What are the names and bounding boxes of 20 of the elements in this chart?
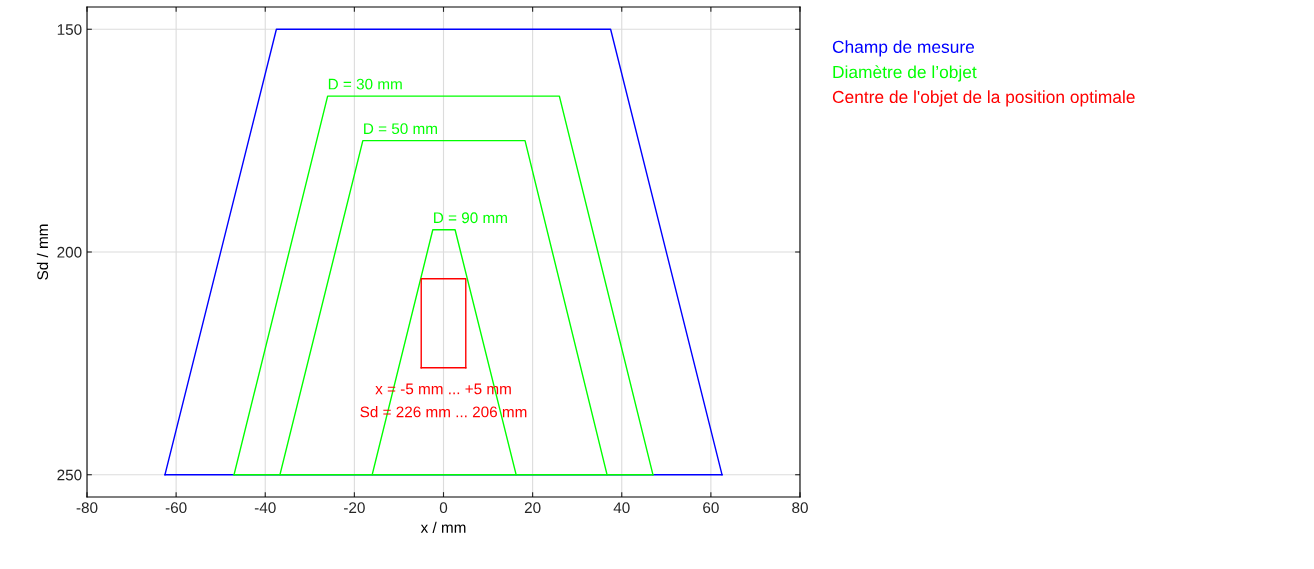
x-tick-label: 40 bbox=[613, 502, 630, 514]
text: Centre de l'objet de la position optimale bbox=[832, 90, 1135, 107]
annotation: D = 50 mm bbox=[364, 123, 437, 135]
x-axis-title: x / mm bbox=[420, 521, 466, 533]
y-tick-label: 200 bbox=[57, 246, 82, 258]
x-tick-label: 80 bbox=[792, 502, 808, 514]
x-tick-label: -60 bbox=[165, 502, 187, 514]
text: Champ de mesure bbox=[832, 40, 975, 57]
y-tick-label: 250 bbox=[57, 469, 82, 481]
x-tick-label: 20 bbox=[524, 502, 541, 514]
text: Diamètre de l’objet bbox=[833, 65, 977, 82]
x-tick-label: 0 bbox=[439, 502, 448, 514]
x-tick-label: -80 bbox=[76, 502, 98, 514]
y-axis-title: Sd / mm bbox=[36, 224, 49, 280]
x-tick-label: 60 bbox=[703, 502, 719, 514]
annotation: D = 90 mm bbox=[434, 212, 507, 224]
annotation: D = 30 mm bbox=[328, 78, 402, 90]
x-tick-label: -40 bbox=[254, 502, 276, 514]
y-tick-label: 150 bbox=[57, 24, 82, 35]
x-tick-label: -20 bbox=[344, 502, 365, 514]
